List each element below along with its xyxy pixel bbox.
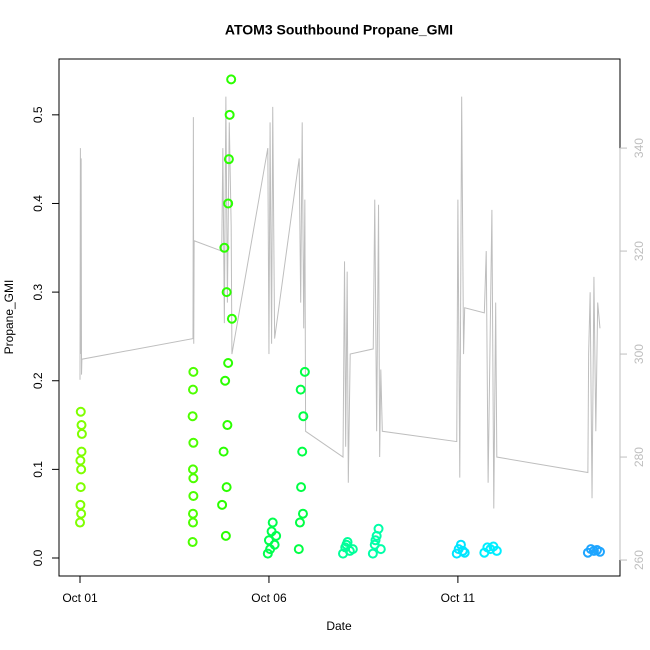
chart-title: ATOM3 Southbound Propane_GMI <box>225 22 453 38</box>
point <box>75 455 86 466</box>
point <box>75 499 86 510</box>
point <box>226 313 237 324</box>
point <box>296 482 307 493</box>
point <box>220 530 231 541</box>
point <box>75 517 86 528</box>
line-series <box>79 96 601 509</box>
y-axis-label: Propane_GMI <box>2 280 16 355</box>
y-tick-label: 0.2 <box>31 372 45 389</box>
point <box>455 539 466 550</box>
point <box>76 464 87 475</box>
x-tick-label: Oct 01 <box>62 591 98 605</box>
point <box>375 544 386 555</box>
x-tick-label: Oct 06 <box>251 591 287 605</box>
point <box>297 508 308 519</box>
y2-tick-label: 300 <box>632 344 646 364</box>
point <box>188 366 199 377</box>
plot-box <box>58 58 621 577</box>
y-tick-label: 0.5 <box>31 106 45 123</box>
point <box>347 544 358 555</box>
y2-tick-label: 280 <box>632 447 646 467</box>
point <box>294 517 305 528</box>
point <box>594 546 605 557</box>
point <box>459 547 470 558</box>
point <box>457 545 468 556</box>
point <box>295 384 306 395</box>
point <box>187 411 198 422</box>
x-tick-label: Oct 11 <box>441 591 476 605</box>
point <box>299 366 310 377</box>
point <box>217 499 228 510</box>
point <box>298 411 309 422</box>
point <box>75 406 86 417</box>
point <box>367 548 378 559</box>
point <box>187 517 198 528</box>
y-tick-label: 0.4 <box>31 195 45 212</box>
point <box>491 545 502 556</box>
point <box>188 473 199 484</box>
y2-tick-label: 320 <box>632 241 646 261</box>
point <box>226 74 237 85</box>
point <box>341 539 352 550</box>
point <box>370 535 381 546</box>
point <box>221 287 232 298</box>
point <box>222 420 233 431</box>
point <box>271 530 282 541</box>
point <box>75 482 86 493</box>
point <box>224 109 235 120</box>
plot-area <box>75 74 605 559</box>
point <box>187 384 198 395</box>
y2-tick-label: 260 <box>632 550 646 570</box>
point <box>187 464 198 475</box>
point <box>219 242 230 253</box>
point <box>223 154 234 165</box>
point <box>223 198 234 209</box>
point <box>223 358 234 369</box>
point <box>297 446 308 457</box>
y-tick-label: 0.0 <box>31 549 45 566</box>
point <box>76 420 87 431</box>
point <box>293 544 304 555</box>
point <box>218 446 229 457</box>
point <box>220 375 231 386</box>
point <box>76 446 87 457</box>
y2-tick-label: 340 <box>632 138 646 158</box>
point <box>188 490 199 501</box>
y-tick-label: 0.1 <box>31 461 45 478</box>
point <box>187 537 198 548</box>
point <box>267 517 278 528</box>
point <box>188 437 199 448</box>
x-axis-label: Date <box>326 619 352 633</box>
y-tick-label: 0.3 <box>31 283 45 300</box>
point <box>187 508 198 519</box>
point <box>269 539 280 550</box>
point <box>221 482 232 493</box>
point <box>76 428 87 439</box>
point <box>373 523 384 534</box>
point <box>76 508 87 519</box>
